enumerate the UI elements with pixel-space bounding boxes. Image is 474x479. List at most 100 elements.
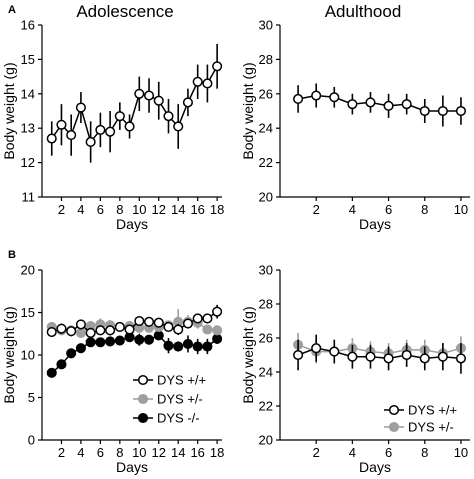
panel-label-b: B [8, 249, 16, 261]
y-axis-label: Body weight (g) [1, 306, 17, 403]
legend-marker [388, 404, 400, 416]
chart-1-seriesm1-point [329, 92, 340, 103]
y-tick-label: 26 [259, 331, 273, 346]
chart-2-dys-m-m-point [105, 336, 116, 347]
chart-1-seriesm1-point [455, 105, 467, 117]
x-tick-label: 14 [171, 445, 185, 460]
y-tick-label: 20 [21, 263, 35, 278]
chart-2-dys-p-p-point [182, 318, 193, 329]
chart-3-dys-p-p-point [437, 351, 448, 362]
x-tick-label: 8 [421, 202, 428, 217]
chart-0-seriesm1-point [56, 119, 67, 130]
chart-2-dys-p-p-point [153, 317, 164, 328]
y-tick-label: 10 [21, 348, 35, 363]
y-axis-label: Body weight (g) [240, 306, 256, 403]
x-tick-label: 10 [454, 445, 468, 460]
legend-label: DYS +/+ [408, 403, 457, 418]
y-tick-label: 13 [21, 121, 35, 136]
y-tick-label: 28 [259, 297, 273, 312]
chart-2-dys-p-p-point [212, 306, 223, 317]
chart-0-seriesm1-point [95, 124, 106, 135]
x-tick-label: 18 [210, 445, 224, 460]
y-axis-label: Body weight (g) [240, 62, 256, 159]
chart-2-dys-m-m-point [66, 348, 77, 359]
x-tick-label: 14 [171, 202, 185, 217]
x-tick-label: 6 [385, 202, 392, 217]
chart-1-seriesm1-point [437, 105, 448, 117]
legend-label: DYS -/- [157, 411, 200, 426]
chart-0-seriesm1-point [182, 97, 193, 108]
chart-0-seriesm1-point [202, 78, 213, 89]
chart-0-seriesm1-point [134, 88, 145, 99]
x-tick-label: 4 [77, 202, 84, 217]
x-tick-label: 10 [132, 202, 146, 217]
chart-2-dys-m-m-point [114, 335, 125, 346]
y-tick-label: 11 [22, 190, 36, 205]
chart-0-seriesm1 [46, 43, 223, 163]
chart-3-dys-p-p-point [401, 349, 412, 361]
y-tick-label: 28 [259, 52, 273, 67]
y-tick-label: 12 [21, 155, 35, 170]
chart-adolescence: Adolescence 11 12 13 14 15 16 2 4 6 8 10 12 14 16 18 Da… [1, 2, 224, 232]
chart-1-seriesm1-point [347, 99, 358, 110]
chart-2-dys-p-p-point [66, 326, 77, 337]
chart-2-dys-m-m [46, 330, 223, 378]
chart-2-dys-p-p-point [56, 323, 67, 334]
x-tick-label: 6 [97, 445, 104, 460]
chart-2-dys-p-p-point [143, 316, 155, 327]
chart-2-dys-p-m-point [202, 324, 213, 335]
plot-b-left: 0 5 10 15 20 2 4 6 8 10 12 14 16 18 Days Body weight (g… [1, 263, 224, 476]
chart-3-dys-p-p-point [293, 349, 304, 361]
chart-1-seriesm1-point [293, 93, 304, 105]
chart-0-seriesm1-point [192, 76, 203, 87]
plot-adolescence: 11 12 13 14 15 16 2 4 6 8 10 12 14 16 18 Days Body weigh… [1, 18, 224, 233]
chart-2-dys-p-p-point [192, 313, 203, 324]
chart-2-dys-p-p-point [173, 324, 184, 335]
legend-label: DYS +/- [157, 392, 203, 407]
y-tick-label: 20 [259, 433, 273, 448]
x-tick-label: 6 [97, 202, 104, 217]
y-tick-label: 15 [21, 52, 35, 67]
chart-2-dys-m-m-point [182, 338, 193, 350]
chart-b-left: 0 5 10 15 20 2 4 6 8 10 12 14 16 18 Days Body weight (g… [1, 263, 224, 476]
x-tick-label: 18 [210, 202, 224, 217]
chart-3-dys-p-p-point [383, 353, 394, 364]
chart-2-dys-p-p [46, 304, 223, 338]
legend-marker [137, 412, 149, 424]
chart-2-dys-m-m-point [75, 343, 86, 354]
chart-2-dys-m-m-point [95, 337, 106, 348]
x-axis-label: Days [116, 216, 148, 232]
x-tick-label: 4 [349, 445, 356, 460]
x-tick-label: 12 [152, 202, 166, 217]
chart-2-dys-m-m-point [202, 341, 213, 352]
chart-0-seriesm1-point [173, 121, 184, 132]
y-tick-label: 24 [259, 365, 273, 380]
legend: DYS +/+ DYS +/- [384, 403, 457, 435]
x-tick-label: 4 [349, 202, 356, 217]
chart-2-dys-m-m-point [163, 340, 174, 351]
x-tick-label: 2 [313, 202, 320, 217]
x-axis-label: Days [359, 459, 391, 475]
chart-2-dys-p-p-point [85, 327, 96, 338]
y-tick-label: 22 [259, 155, 273, 170]
x-tick-label: 8 [421, 445, 428, 460]
y-tick-label: 30 [259, 263, 273, 278]
chart-1-seriesm1-point [401, 99, 412, 110]
chart-2-dys-m-m-point [134, 334, 145, 345]
chart-0-seriesm1-point [85, 136, 96, 148]
chart-0-seriesm1-point [153, 95, 164, 106]
chart-2-dys-m-m-point [143, 334, 155, 345]
chart-2-dys-p-p-point [95, 325, 106, 336]
x-axis-label: Days [116, 459, 148, 475]
y-tick-label: 15 [21, 305, 35, 320]
chart-2-dys-p-p-point [105, 325, 116, 336]
chart-title-adolescence: Adolescence [76, 2, 173, 21]
y-tick-label: 26 [259, 86, 273, 101]
legend: DYS +/+ DYS +/- DYS -/- [133, 373, 206, 426]
chart-2-dys-m-m-point [153, 330, 164, 341]
legend-marker [137, 393, 149, 405]
chart-2-dys-m-m-point [56, 359, 67, 370]
